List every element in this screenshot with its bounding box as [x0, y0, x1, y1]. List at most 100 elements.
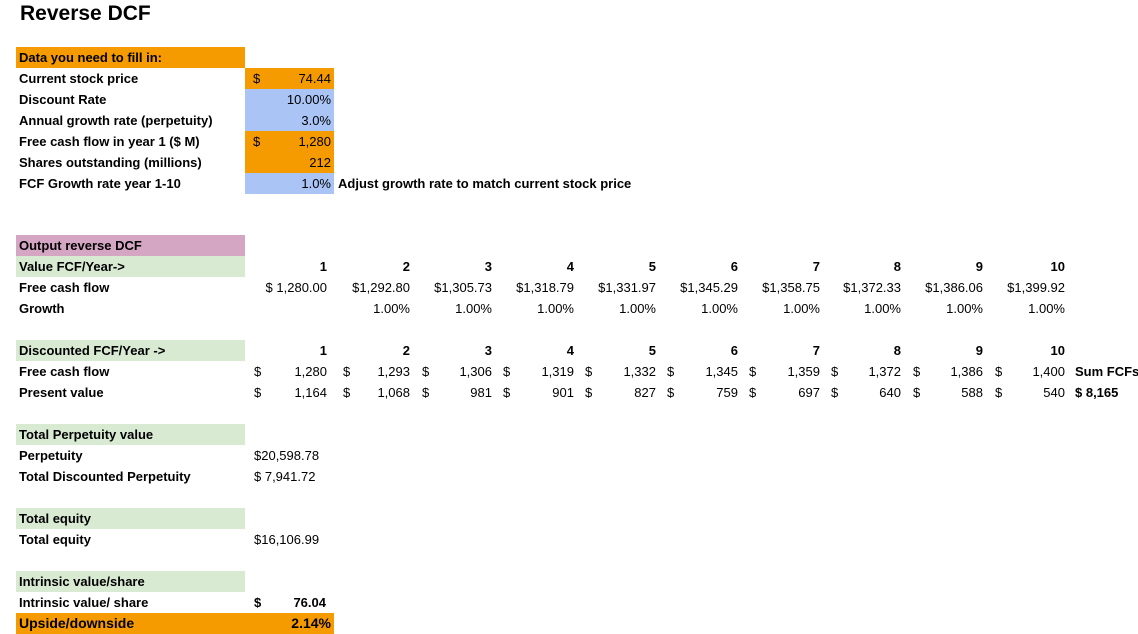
discounted-fcf-value-1: 1,280 [294, 364, 327, 379]
intrinsic-value: 76.04 [293, 595, 326, 610]
discounted-year-header-6: 6 [730, 343, 738, 358]
currency-sign: $ [254, 385, 262, 400]
input-fcf-growth-cell[interactable]: 1.0% [245, 173, 334, 194]
discounted-pv-value-4: 901 [552, 385, 574, 400]
perpetuity-label: Perpetuity [19, 448, 83, 463]
discounted-pv-value-7: 697 [798, 385, 820, 400]
perpetuity-header: Total Perpetuity value [16, 424, 245, 445]
output-fcf-value-5: $1,331.97 [598, 280, 656, 295]
inputs-header: Data you need to fill in: [16, 47, 245, 68]
currency-sign: $ [667, 385, 675, 400]
input-discount-rate-cell[interactable]: 10.00% [245, 89, 334, 110]
currency-sign: $ [253, 71, 261, 86]
currency-sign: $ [831, 385, 839, 400]
input-shares-value: 212 [309, 155, 331, 170]
output-growth-value-9: 1.00% [946, 301, 983, 316]
currency-sign: $ [343, 385, 351, 400]
discounted-fcf-value-3: 1,306 [459, 364, 492, 379]
output-growth-value-7: 1.00% [783, 301, 820, 316]
intrinsic-label: Intrinsic value/ share [19, 595, 149, 610]
equity-label: Total equity [19, 532, 91, 547]
input-fcf-growth-value: 1.0% [301, 176, 331, 191]
currency-sign: $ [422, 385, 430, 400]
output-growth-value-6: 1.00% [701, 301, 738, 316]
currency-sign: $ [585, 385, 593, 400]
equity-header: Total equity [16, 508, 245, 529]
input-perpetuity-growth-cell[interactable]: 3.0% [245, 110, 334, 131]
discounted-year-header-9: 9 [975, 343, 983, 358]
output-year-header-2: 2 [402, 259, 410, 274]
currency-sign: $ [422, 364, 430, 379]
output-fcf-value-7: $1,358.75 [762, 280, 820, 295]
input-stock-price-value: 74.44 [298, 71, 331, 86]
output-fcf-value-9: $1,386.06 [925, 280, 983, 295]
output-year-header-1: 1 [319, 259, 327, 274]
equity-value: $16,106.99 [254, 532, 320, 547]
discounted-fcf-label: Free cash flow [19, 364, 110, 379]
discounted-fcf-value-4: 1,319 [541, 364, 574, 379]
discounted-pv-value-6: 759 [716, 385, 738, 400]
discounted-fcf-value-2: 1,293 [377, 364, 410, 379]
currency-sign: $ [749, 364, 757, 379]
growth-note: Adjust growth rate to match current stoc… [338, 176, 632, 191]
discounted-year-header-7: 7 [812, 343, 820, 358]
output-fcf-value-2: $1,292.80 [352, 280, 410, 295]
currency-sign: $ [253, 134, 261, 149]
discounted-fcf-value-6: 1,345 [705, 364, 738, 379]
input-stock-price-cell[interactable]: $ 74.44 [245, 68, 334, 89]
sum-fcfs-value: $ 8,165 [1075, 385, 1119, 400]
output-growth-label: Growth [19, 301, 65, 316]
input-label-fcf-growth: FCF Growth rate year 1-10 [19, 176, 181, 191]
discounted-year-header-8: 8 [893, 343, 901, 358]
discounted-perpetuity-value: $ 7,941.72 [254, 469, 316, 484]
discounted-fcf-value-5: 1,332 [623, 364, 656, 379]
discounted-year-header-4: 4 [566, 343, 574, 358]
input-fcf-year1-value: 1,280 [298, 134, 331, 149]
upside-row: Upside/downside 2.14% [16, 613, 334, 634]
output-year-header-10: 10 [1050, 259, 1065, 274]
output-growth-value-2: 1.00% [373, 301, 410, 316]
discounted-year-header-10: 10 [1050, 343, 1065, 358]
discounted-fcf-value-8: 1,372 [868, 364, 901, 379]
input-label-shares: Shares outstanding (millions) [19, 155, 202, 170]
input-perpetuity-growth-value: 3.0% [301, 113, 331, 128]
output-fcf-value-3: $1,305.73 [434, 280, 492, 295]
discounted-pv-value-2: 1,068 [377, 385, 410, 400]
output-header: Output reverse DCF [16, 235, 245, 256]
input-fcf-year1-cell[interactable]: $ 1,280 [245, 131, 334, 152]
input-discount-rate-value: 10.00% [286, 92, 331, 107]
output-growth-value-3: 1.00% [455, 301, 492, 316]
currency-sign: $ [831, 364, 839, 379]
discounted-fcf-value-9: 1,386 [950, 364, 983, 379]
output-fcf-value-4: $1,318.79 [516, 280, 574, 295]
output-growth-value-5: 1.00% [619, 301, 656, 316]
discounted-pv-value-10: 540 [1043, 385, 1065, 400]
output-fcf-label: Free cash flow [19, 280, 110, 295]
intrinsic-header: Intrinsic value/share [16, 571, 245, 592]
currency-sign: $ [254, 364, 262, 379]
discounted-pv-value-5: 827 [634, 385, 656, 400]
input-label-perpetuity-growth: Annual growth rate (perpetuity) [19, 113, 213, 128]
perpetuity-value: $20,598.78 [254, 448, 320, 463]
discounted-fcf-value-7: 1,359 [787, 364, 820, 379]
currency-sign: $ [913, 364, 921, 379]
currency-sign: $ [995, 385, 1003, 400]
currency-sign: $ [995, 364, 1003, 379]
output-fcf-value-1: $ 1,280.00 [265, 280, 327, 295]
input-label-fcf-year1: Free cash flow in year 1 ($ M) [19, 134, 200, 149]
output-fcf-value-8: $1,372.33 [843, 280, 901, 295]
output-growth-value-4: 1.00% [537, 301, 574, 316]
output-year-header-8: 8 [893, 259, 901, 274]
currency-sign: $ [585, 364, 593, 379]
input-label-discount-rate: Discount Rate [19, 92, 107, 107]
input-label-stock-price: Current stock price [19, 71, 139, 86]
input-shares-cell[interactable]: 212 [245, 152, 334, 173]
discounted-year-header-2: 2 [402, 343, 410, 358]
currency-sign: $ [343, 364, 351, 379]
discounted-pv-value-8: 640 [879, 385, 901, 400]
currency-sign: $ [503, 364, 511, 379]
output-fcf-value-6: $1,345.29 [680, 280, 738, 295]
output-year-row-label: Value FCF/Year-> [16, 256, 245, 277]
output-year-header-4: 4 [566, 259, 574, 274]
sum-fcfs-label: Sum FCFs [1075, 364, 1138, 379]
